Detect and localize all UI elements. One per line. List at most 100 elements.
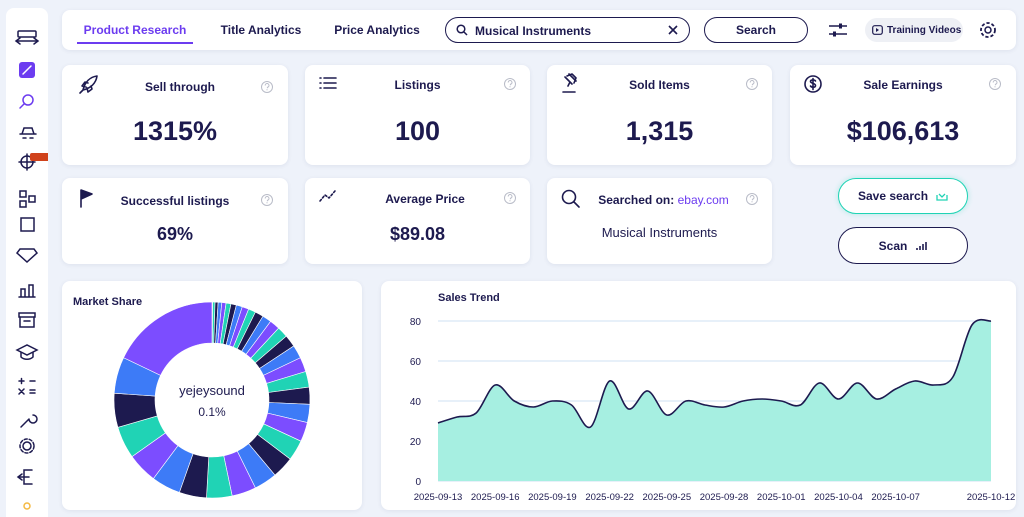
stat-label: Successful listings [120,194,230,208]
tab[interactable]: Price Analytics [334,23,420,37]
list-icon [319,77,337,89]
save-search-button[interactable]: Save search [838,178,968,214]
stat-label: Listings [394,78,441,92]
training-videos-button[interactable] [865,18,963,42]
searched-on-site[interactable]: ebay.com [677,193,729,207]
clear-search[interactable] [668,25,678,35]
stat-card [305,178,530,264]
research-icon[interactable] [22,94,34,106]
search-input[interactable]: Musical Instruments [475,24,592,38]
video-icon [872,25,883,35]
search-icon [456,24,468,36]
stat-card [62,178,288,264]
stat-value: 69% [156,224,194,244]
y-tick-label: 0 [415,477,421,488]
x-tick-label: 2025-09-25 [643,492,692,503]
sidebar-icons [14,30,48,510]
scan-button[interactable]: Scan [838,227,968,264]
archive-icon [19,316,35,328]
stat-value: $106,613 [846,116,960,146]
x-tick-label: 2025-09-16 [471,492,520,503]
x-tick-label: 2025-09-22 [585,492,634,503]
help-icon[interactable] [504,192,516,204]
rocket-icon [79,75,98,94]
stat-label: Average Price [385,192,465,206]
help-icon[interactable] [989,78,1001,90]
spy-icon[interactable] [19,127,37,139]
settings-icon[interactable] [22,441,32,451]
chart-title: Sales Trend [438,292,500,304]
scan-icon [916,241,928,250]
gavel-icon [562,73,577,93]
market-share-chart: Market Share yejeysound 0.1% [73,296,311,499]
stat-label: Sale Earnings [863,78,943,92]
trend-icon [319,190,336,202]
search-button-text: Search [735,23,777,37]
category-icon[interactable] [19,190,36,208]
x-tick-label: 2025-09-13 [414,492,463,503]
stat-label: Sell through [145,80,215,94]
tools-icon[interactable] [20,414,38,428]
notification-badge [30,153,48,161]
help-icon[interactable] [261,81,273,93]
help-icon[interactable] [261,194,273,206]
y-tick-label: 80 [410,317,422,328]
diamond-icon[interactable] [15,248,39,264]
filter-icon[interactable] [828,22,848,38]
stat-label: Sold Items [629,78,690,92]
search-button[interactable]: Search [704,17,808,43]
searched-on: Searched on: ebay.com [547,193,780,207]
stat-value: 100 [394,116,441,146]
slice-name: yejeysound [179,383,245,398]
active-tab-underline [77,42,193,44]
save-search-text: Save search [857,189,929,203]
training-videos-text: Training Videos [887,25,962,36]
stat-value: 1315% [132,116,218,146]
top-nav [62,10,1016,50]
tab[interactable]: Title Analytics [220,23,302,37]
pie-slice [123,301,213,376]
stat-card [547,178,772,264]
stat-card [790,65,1016,165]
x-tick-label: 2025-10-12 [967,492,1016,503]
area [438,319,991,481]
y-tick-label: 40 [410,397,422,408]
line [437,318,992,429]
chart-title: Market Share [73,296,142,308]
menu-icon[interactable] [17,30,37,38]
tab[interactable]: Product Research [83,23,187,37]
sales-trend-chart: Sales Trend 0 20 40 60 80 2025-09-13 2025-09-1… [410,292,1016,503]
logo-mark [22,65,32,75]
searched-on-label: Searched on: [598,193,675,207]
x-tick-label: 2025-10-04 [814,492,863,503]
target-icon [18,153,36,171]
help-icon[interactable] [504,78,516,90]
search-box[interactable] [445,17,690,43]
y-tick-label: 20 [410,437,422,448]
calculator-icon[interactable] [18,377,36,395]
search-site-icon [561,189,580,208]
help-icon[interactable] [746,193,758,205]
academy-icon[interactable] [15,344,39,360]
crop-icon[interactable] [20,217,35,232]
slice-value-label: 0.1% [198,405,226,419]
menu-icon[interactable] [14,37,40,45]
flag-icon [80,189,93,208]
settings-button[interactable] [979,21,997,39]
theme-icon[interactable] [23,502,31,510]
dollar-icon [804,75,822,93]
scan-text: Scan [878,238,908,253]
stat-card [62,65,288,165]
help-icon[interactable] [746,78,758,90]
research-icon [19,103,25,109]
searched-on-query: Musical Instruments [601,225,718,240]
stat-value: 1,315 [625,116,694,146]
archive-icon[interactable] [18,312,36,318]
y-tick-label: 60 [410,357,422,368]
logout-icon[interactable] [16,469,33,485]
x-tick-label: 2025-10-07 [871,492,920,503]
rank-icon[interactable] [18,284,36,298]
x-tick-label: 2025-10-01 [757,492,806,503]
